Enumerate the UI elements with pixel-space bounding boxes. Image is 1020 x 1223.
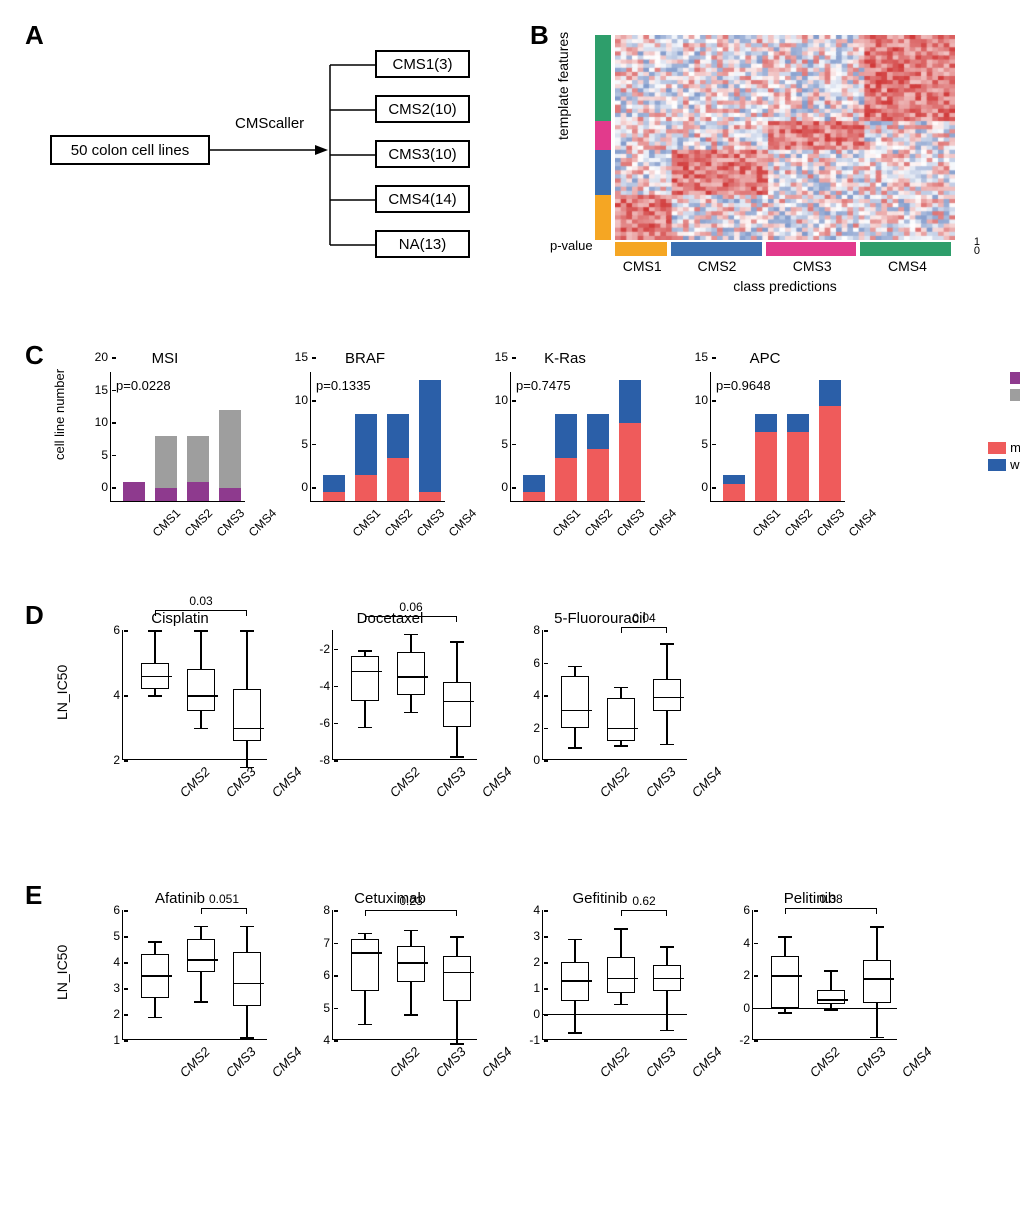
barplot-ylabel: cell line number [52, 369, 67, 460]
figure: A B C D E 50 colon cell lines CMScaller … [20, 20, 1000, 1190]
heatmap-sidebar [595, 35, 611, 240]
heatmap-scale: 1 0 [974, 238, 980, 256]
panel-b-heatmap: template features p-value CMS1CMS2CMS3CM… [550, 30, 970, 310]
boxplot-gefitinib: Gefitinib-1012340.62CMS2CMS3CMS4 [500, 890, 700, 1090]
target-box-0: CMS1(3) [375, 50, 470, 78]
boxplot-docetaxel: Docetaxel-8-6-4-20.06CMS2CMS3CMS4 [290, 610, 490, 810]
boxplot-ylabel-e: LN_IC50 [54, 945, 70, 1000]
panel-a-flowchart: 50 colon cell lines CMScaller CMS1(3) CMS… [50, 30, 490, 300]
legend-msi: MSIMSS [1010, 370, 1020, 404]
barplot-msi: MSI05101520p=0.0228CMS1CMS2CMS3CMS4 [70, 350, 260, 550]
source-box: 50 colon cell lines [50, 135, 210, 165]
target-box-3: CMS4(14) [375, 185, 470, 213]
barplot-braf: BRAF051015p=0.1335CMS1CMS2CMS3CMS4 [270, 350, 460, 550]
panel-e-boxplots: LN_IC50 Afatinib1234560.051CMS2CMS3CMS4C… [50, 890, 1010, 1150]
heatmap-xlabels: CMS1CMS2CMS3CMS4 [615, 258, 955, 274]
barplot-apc: APC051015p=0.9648CMS1CMS2CMS3CMS4 [670, 350, 860, 550]
boxplot-ylabel-d: LN_IC50 [54, 665, 70, 720]
heatmap-canvas [615, 35, 955, 240]
label-b: B [530, 20, 549, 51]
scale-0: 0 [974, 247, 980, 256]
flow-arrows [210, 50, 410, 300]
label-e: E [25, 880, 42, 911]
target-box-2: CMS3(10) [375, 140, 470, 168]
boxplot-5-fluorouracil: 5-Fluorouracil024680.04CMS2CMS3CMS4 [500, 610, 700, 810]
heatmap-ylabel: template features [555, 32, 571, 140]
label-d: D [25, 600, 44, 631]
heatmap-pvalue-label: p-value [550, 238, 593, 253]
heatmap-bottom-bar [615, 242, 955, 256]
target-box-4: NA(13) [375, 230, 470, 258]
panel-d-boxplots: LN_IC50 Cisplatin2460.03CMS2CMS3CMS4Doce… [50, 610, 1010, 870]
label-c: C [25, 340, 44, 371]
boxplot-cisplatin: Cisplatin2460.03CMS2CMS3CMS4 [80, 610, 280, 810]
panel-c-bars: cell line number MSI05101520p=0.0228CMS1… [50, 350, 1010, 570]
boxplot-pelitinib: Pelitinib-202460.38CMS2CMS3CMS4 [710, 890, 910, 1090]
target-box-1: CMS2(10) [375, 95, 470, 123]
legend-mutation: mutationwildtype [988, 440, 1020, 474]
label-a: A [25, 20, 44, 51]
barplot-k-ras: K-Ras051015p=0.7475CMS1CMS2CMS3CMS4 [470, 350, 660, 550]
heatmap-xtitle: class predictions [615, 278, 955, 294]
arrow-label: CMScaller [235, 115, 304, 132]
boxplot-afatinib: Afatinib1234560.051CMS2CMS3CMS4 [80, 890, 280, 1090]
boxplot-cetuximab: Cetuximab456780.23CMS2CMS3CMS4 [290, 890, 490, 1090]
